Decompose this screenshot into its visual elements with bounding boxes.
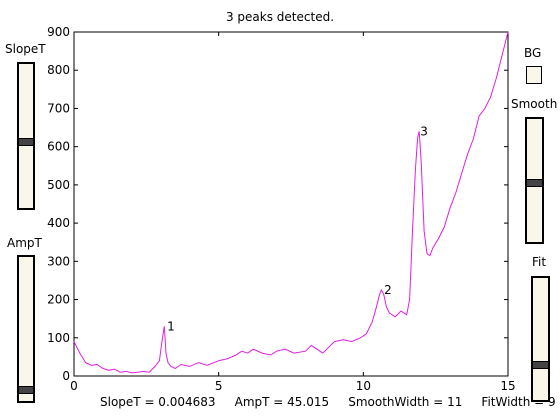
fit-slider-label: Fit: [532, 255, 547, 269]
x-tick-label: 10: [356, 379, 371, 393]
y-tick-label: 400: [47, 216, 70, 230]
x-tick-label: 0: [70, 379, 78, 393]
slope-slider-thumb[interactable]: [19, 139, 33, 145]
y-tick-label: 200: [47, 293, 70, 307]
y-tick-label: 500: [47, 178, 70, 192]
slope-slider-label: SlopeT: [5, 42, 46, 56]
y-tick-label: 600: [47, 140, 70, 154]
fit-slider[interactable]: [531, 276, 550, 402]
amp-slider-thumb[interactable]: [19, 387, 33, 393]
y-tick-label: 800: [47, 63, 70, 77]
y-tick-label: 100: [47, 331, 70, 345]
y-tick-label: 900: [47, 25, 70, 39]
y-tick-label: 700: [47, 101, 70, 115]
y-tick-label: 0: [62, 369, 70, 383]
peak-label: 3: [420, 124, 428, 138]
fit-slider-thumb[interactable]: [533, 362, 548, 368]
x-tick-label: 15: [500, 379, 515, 393]
bg-checkbox[interactable]: [526, 66, 542, 84]
smooth-slider[interactable]: [525, 117, 544, 244]
peak-label: 2: [384, 283, 392, 297]
plot-frame: [73, 31, 509, 377]
peak-label: 1: [167, 319, 175, 333]
amp-slider[interactable]: [17, 255, 35, 403]
x-tick-label: 5: [215, 379, 223, 393]
bg-checkbox-label: BG: [524, 46, 542, 60]
amp-slider-label: AmpT: [7, 236, 42, 250]
y-tick-label: 300: [47, 254, 70, 268]
smooth-slider-label: Smooth: [511, 97, 558, 111]
smooth-slider-thumb[interactable]: [527, 180, 542, 186]
chart-title: 3 peaks detected.: [225, 10, 335, 24]
slope-slider[interactable]: [17, 62, 35, 210]
signal-line: [73, 31, 509, 374]
parameter-readout: SlopeT = 0.004683 AmpT = 45.015 SmoothWi…: [100, 395, 556, 409]
